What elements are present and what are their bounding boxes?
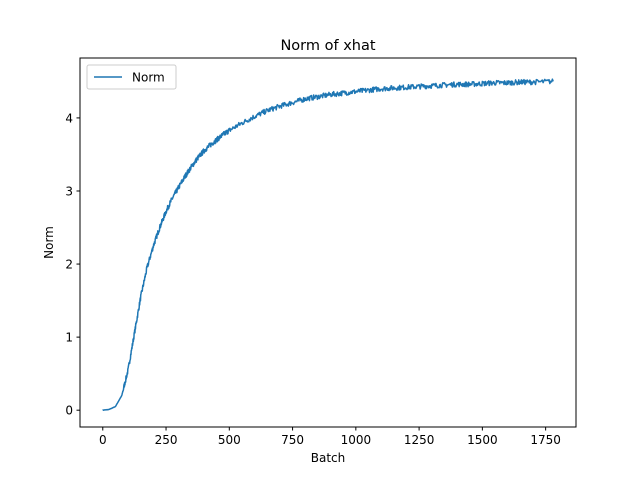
axes-frame: [79, 57, 577, 428]
x-tick-label: 1250: [404, 433, 435, 447]
x-tick-label: 500: [218, 433, 241, 447]
x-tick-label: 250: [155, 433, 178, 447]
y-axis-label: Norm: [42, 226, 56, 259]
x-tick-label: 750: [281, 433, 304, 447]
plot-area: [102, 78, 554, 411]
legend: Norm: [86, 64, 177, 90]
x-tick-label: 1500: [467, 433, 498, 447]
series-line-norm: [102, 78, 554, 411]
legend-label-norm: Norm: [132, 71, 165, 85]
y-tick-label: 1: [65, 331, 73, 345]
y-tick-label: 3: [65, 184, 73, 198]
y-tick-label: 2: [65, 258, 73, 272]
x-tick-label: 0: [99, 433, 107, 447]
legend-box: [86, 64, 177, 90]
y-tick-label: 0: [65, 404, 73, 418]
x-axis-label: Batch: [311, 451, 346, 465]
y-axis-ticks: 0 1 2 3 4: [65, 111, 80, 418]
x-axis-ticks: 0 250 500 750 1000 1250 1500 1750: [99, 427, 561, 447]
chart-title: Norm of xhat: [280, 38, 375, 54]
x-tick-label: 1000: [341, 433, 372, 447]
x-tick-label: 1750: [530, 433, 561, 447]
y-tick-label: 4: [65, 111, 73, 125]
